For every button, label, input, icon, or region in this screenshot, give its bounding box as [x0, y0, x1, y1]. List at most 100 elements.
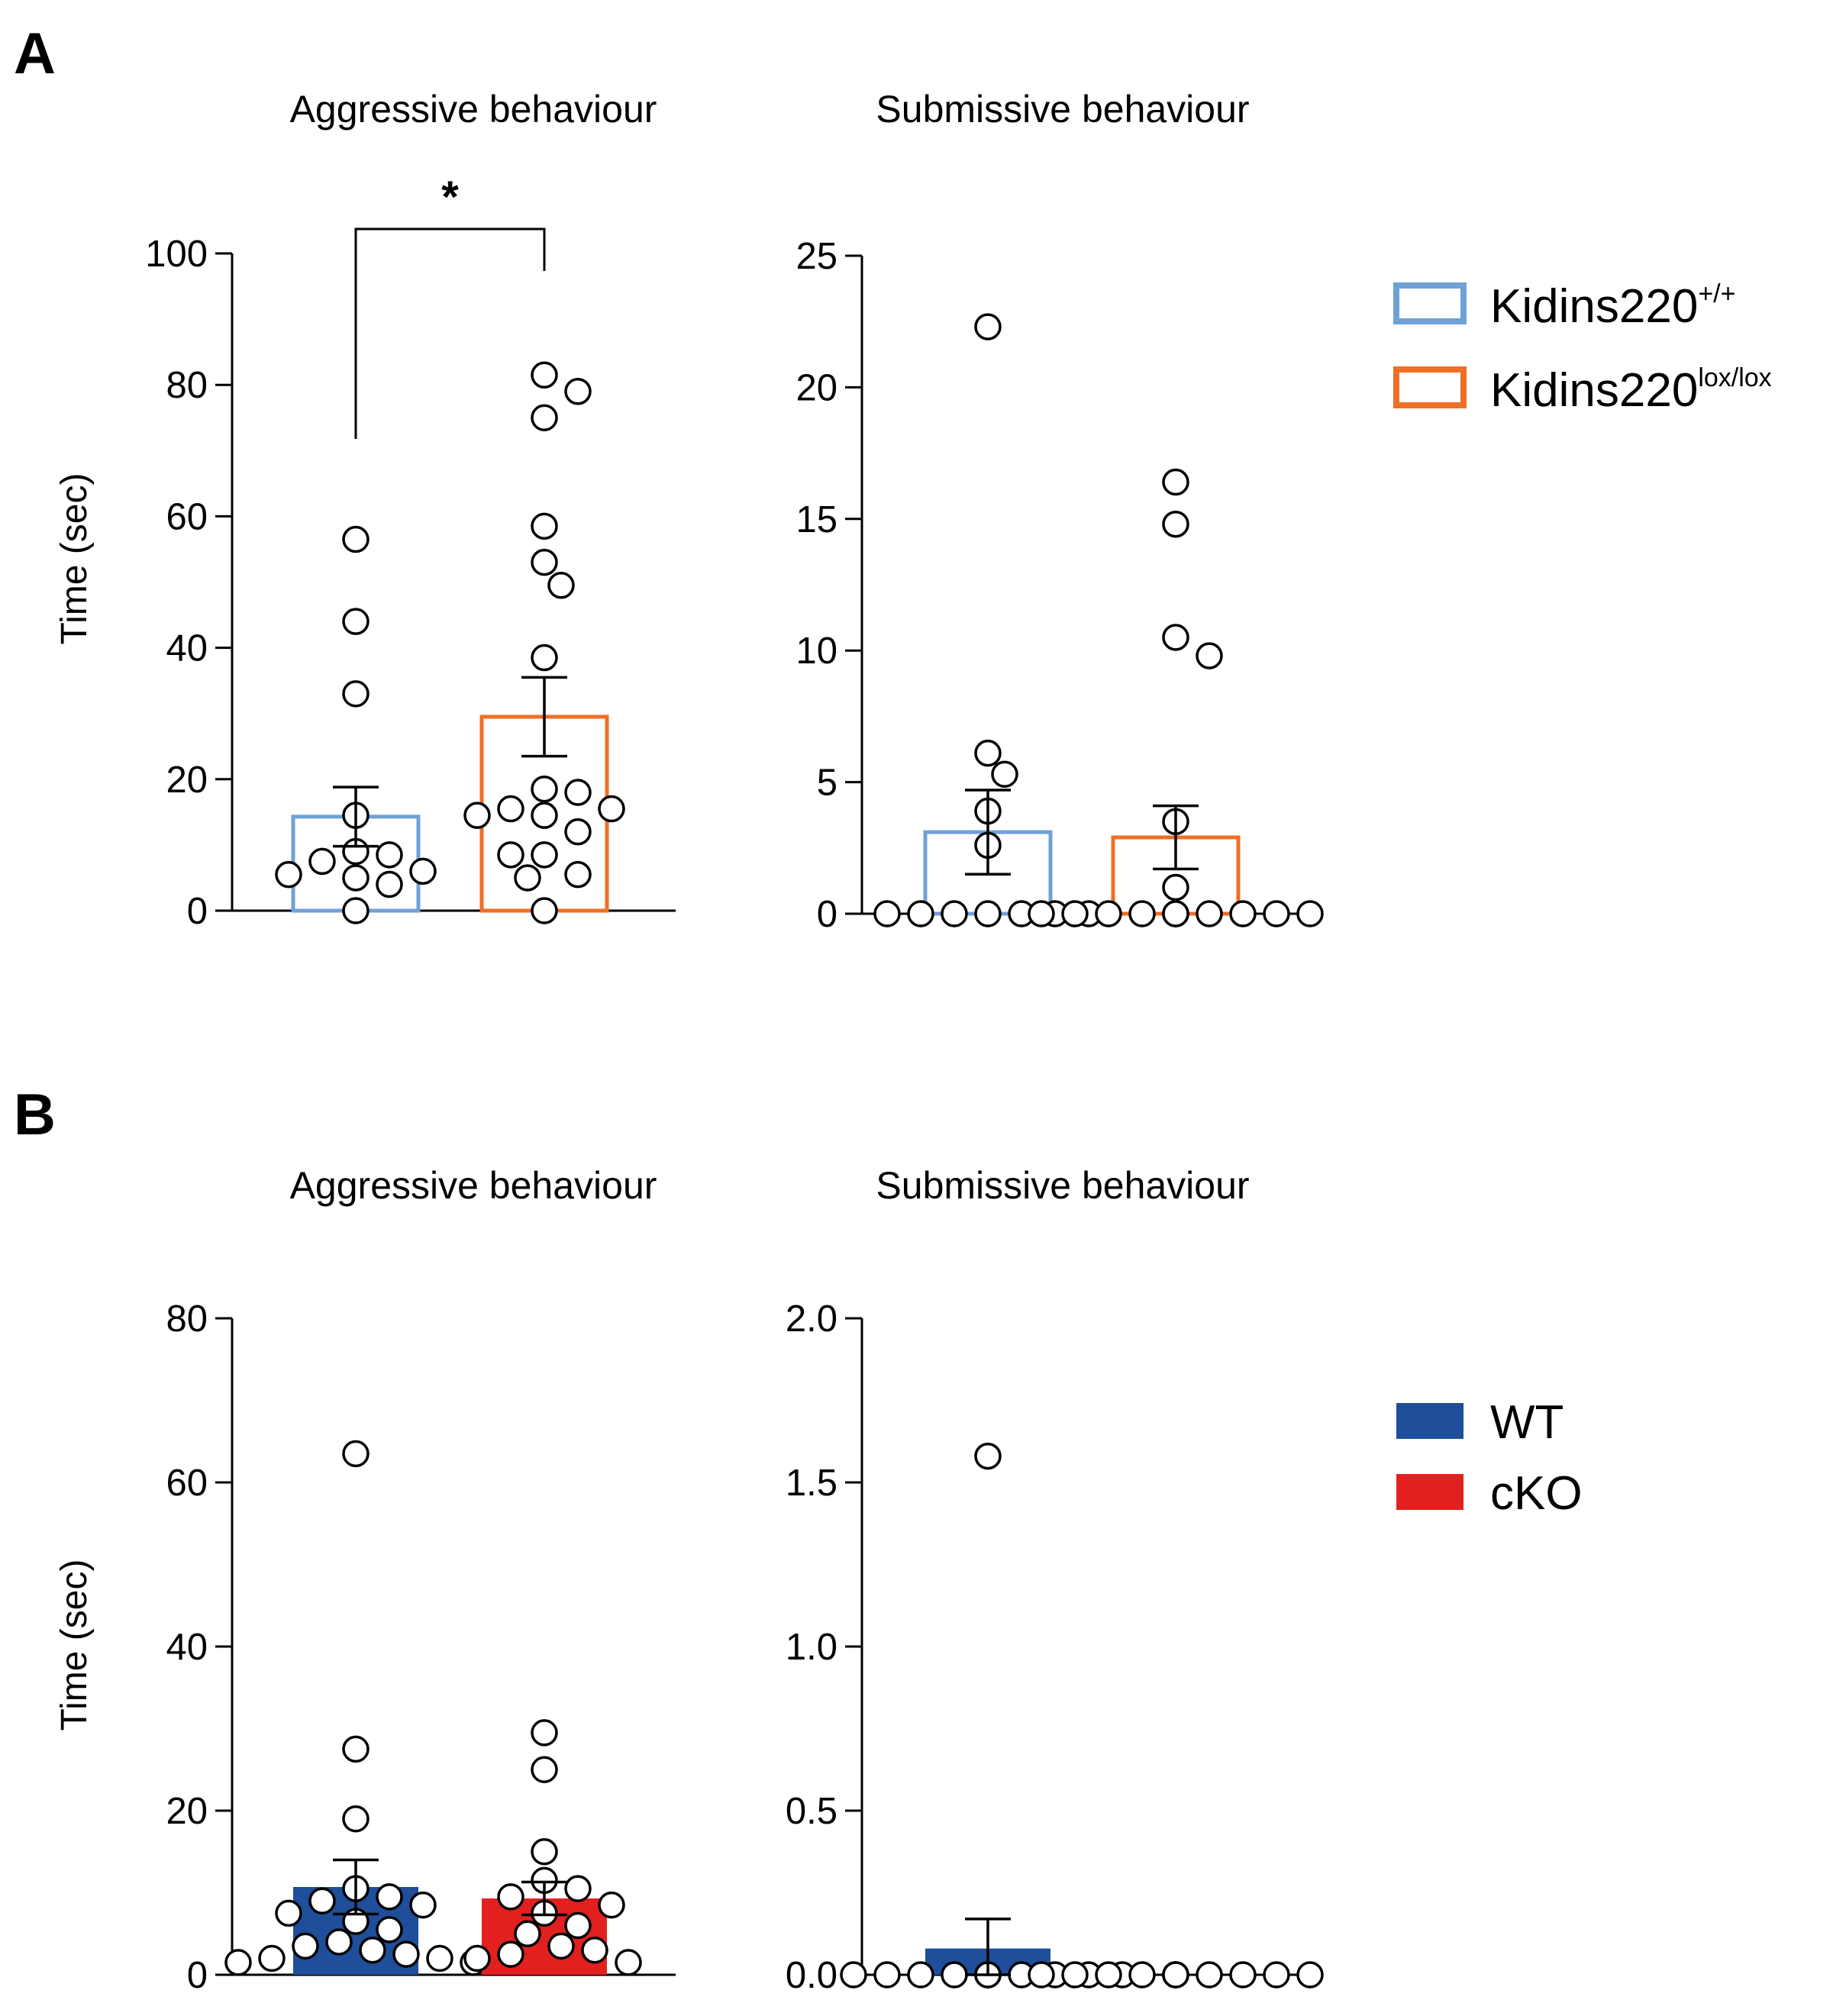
- data-point: [497, 841, 524, 869]
- data-point: [409, 1891, 437, 1919]
- data-point: [376, 1916, 403, 1943]
- legend-swatch-cko: [1396, 1474, 1463, 1510]
- data-point: [342, 525, 370, 553]
- chart-a-aggressive: Aggressive behaviour Time (sec) 0 20 40 60 80 1…: [54, 88, 676, 932]
- data-point: [1128, 900, 1156, 927]
- data-point: [1095, 1961, 1122, 1989]
- data-point: [463, 1944, 491, 1972]
- y-tick-label: 0: [187, 891, 208, 932]
- data-point: [974, 1442, 1002, 1470]
- data-point: [941, 1961, 968, 1989]
- data-point: [1263, 900, 1290, 927]
- y-tick-label: 0: [817, 894, 837, 935]
- data-point: [1229, 1961, 1257, 1989]
- data-point: [564, 378, 592, 405]
- data-point: [359, 1937, 386, 1964]
- y-tick-label: 1.0: [786, 1627, 837, 1668]
- data-point: [531, 802, 558, 829]
- data-point: [342, 1805, 370, 1833]
- y-tick-label: 40: [166, 628, 208, 669]
- data-point: [258, 1944, 286, 1972]
- data-point: [275, 860, 302, 889]
- data-point: [531, 404, 558, 431]
- data-point: [514, 864, 541, 892]
- data-point: [941, 900, 968, 927]
- y-axis-label: Time (sec): [54, 1560, 95, 1731]
- data-point: [497, 1940, 524, 1968]
- data-point: [1162, 624, 1189, 651]
- data-point: [531, 548, 558, 576]
- data-point: [531, 1719, 558, 1747]
- y-tick-label: 2.0: [786, 1298, 837, 1340]
- data-point: [342, 1735, 370, 1763]
- data-point: [873, 1961, 901, 1989]
- data-point: [1229, 900, 1257, 927]
- data-point: [275, 1899, 302, 1927]
- data-point: [376, 870, 403, 898]
- data-point: [547, 572, 575, 599]
- legend-swatch-wt: [1396, 1403, 1463, 1439]
- y-tick-label: 0.5: [786, 1791, 837, 1832]
- data-point: [426, 1944, 453, 1972]
- data-point: [974, 313, 1002, 340]
- legend-swatch-kidins220-wt: [1393, 282, 1467, 324]
- data-point: [564, 860, 592, 889]
- chart-b-aggressive: Aggressive behaviour Time (sec) 0 20 40 60 80: [54, 1164, 676, 1996]
- data-point: [531, 897, 558, 924]
- data-point: [1162, 468, 1189, 496]
- data-point: [1162, 900, 1189, 927]
- legend-label-kidins220-lox: Kidins220lox/lox: [1490, 363, 1772, 417]
- panel-letter-b: B: [14, 1082, 56, 1147]
- legend-label-wt: WT: [1490, 1396, 1564, 1449]
- data-point: [1095, 900, 1122, 927]
- data-point: [531, 841, 558, 869]
- data-point: [308, 1887, 336, 1914]
- y-tick-label: 0: [187, 1955, 208, 1996]
- data-point: [581, 1937, 608, 1964]
- y-tick-label: 80: [166, 365, 208, 406]
- chart-title: Submissive behaviour: [876, 1164, 1249, 1207]
- data-point: [342, 864, 370, 892]
- data-point: [598, 1891, 625, 1919]
- y-tick-label: 20: [795, 367, 837, 408]
- data-point: [907, 1961, 934, 1989]
- data-point: [974, 900, 1002, 927]
- y-tick-label: 25: [795, 236, 837, 277]
- data-point: [840, 1961, 867, 1989]
- data-point: [615, 1949, 642, 1976]
- data-point: [409, 857, 437, 885]
- panel-letter-a: A: [14, 21, 56, 86]
- data-point: [308, 847, 336, 876]
- data-point: [1263, 1961, 1290, 1989]
- y-tick-label: 20: [166, 1791, 208, 1832]
- data-point: [531, 775, 558, 803]
- data-point: [974, 739, 1002, 767]
- data-point: [292, 1932, 319, 1960]
- chart-a-submissive: Submissive behaviour 0 5 10 15 20 25: [795, 88, 1324, 935]
- data-point: [1296, 900, 1324, 927]
- data-point: [1196, 1961, 1223, 1989]
- y-tick-label: 1.5: [786, 1463, 837, 1504]
- significance-bracket: [354, 227, 546, 439]
- y-tick-label: 60: [166, 1463, 208, 1504]
- data-point: [463, 802, 491, 829]
- data-point: [342, 680, 370, 708]
- data-point: [564, 1911, 592, 1940]
- legend-a: Kidins220+/+ Kidins220lox/lox: [1393, 279, 1772, 417]
- data-point: [598, 795, 625, 823]
- data-point: [564, 779, 592, 806]
- data-point: [873, 900, 901, 927]
- legend-b: WT cKO: [1396, 1396, 1583, 1520]
- y-tick-label: 60: [166, 496, 208, 537]
- data-point: [1162, 873, 1189, 902]
- data-point: [564, 1875, 592, 1902]
- data-point: [497, 795, 524, 823]
- data-point: [1296, 1961, 1324, 1989]
- data-point: [531, 1838, 558, 1866]
- data-point: [342, 1440, 370, 1468]
- data-point: [1061, 900, 1089, 927]
- data-point: [497, 1883, 524, 1911]
- legend-label-cko: cKO: [1490, 1467, 1583, 1520]
- data-point: [991, 760, 1018, 789]
